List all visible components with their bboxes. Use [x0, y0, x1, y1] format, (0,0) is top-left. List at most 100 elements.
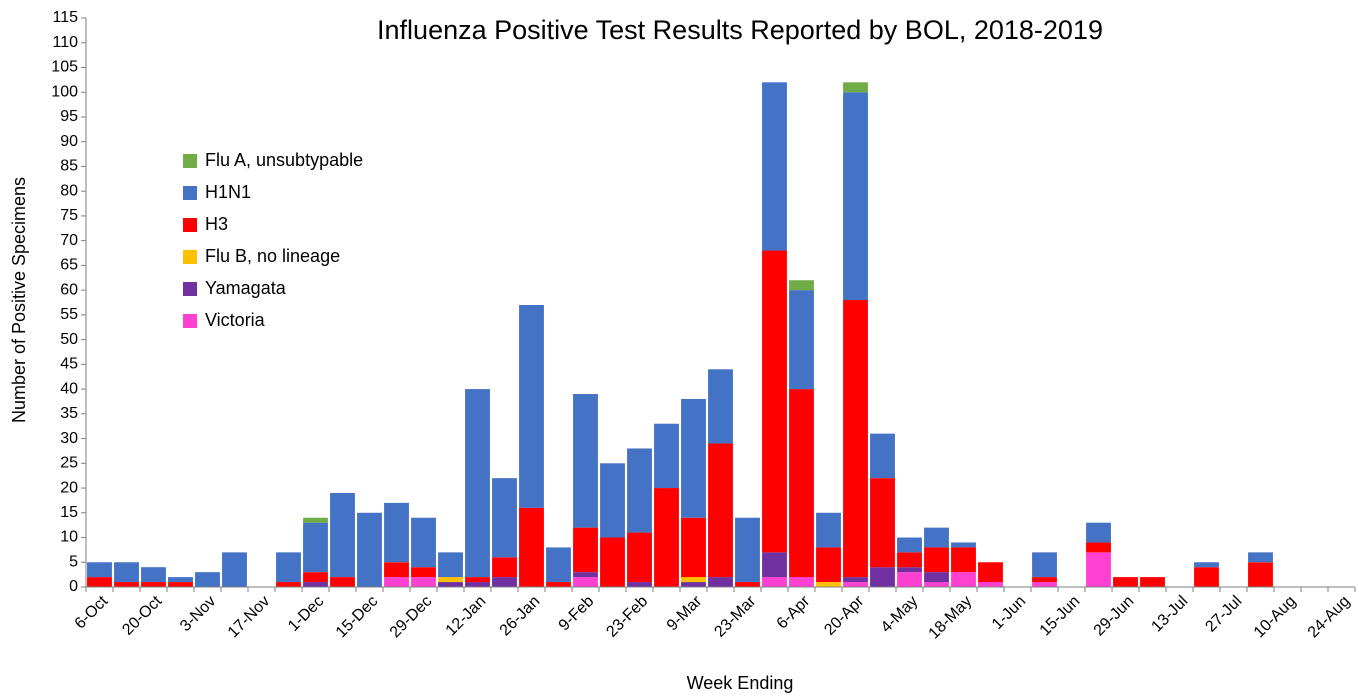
bar-segment	[114, 562, 139, 583]
bar-segment	[978, 562, 1003, 583]
x-tick-label: 4-May	[878, 593, 921, 636]
x-tick-label: 20-Oct	[119, 592, 165, 638]
bar-segment	[87, 577, 112, 587]
bar-segment	[573, 577, 598, 587]
legend-swatch	[183, 154, 197, 168]
bar-segment	[816, 512, 841, 548]
bar-segment	[951, 547, 976, 573]
bar-segment	[897, 572, 922, 587]
bar-segment	[708, 369, 733, 444]
y-tick-label: 70	[60, 232, 78, 249]
y-tick-label: 100	[51, 83, 78, 100]
bar-segment	[681, 577, 706, 583]
x-tick-label: 15-Dec	[333, 593, 382, 642]
y-tick-label: 80	[60, 182, 78, 199]
x-tick-label: 29-Dec	[387, 593, 436, 642]
bar-segment	[789, 290, 814, 390]
bar-segment	[384, 502, 409, 563]
bar-segment	[519, 507, 544, 587]
legend-swatch	[183, 282, 197, 296]
x-tick-label: 6-Oct	[72, 592, 112, 632]
x-tick-label: 26-Jan	[497, 593, 544, 640]
y-tick-label: 65	[60, 257, 78, 274]
bar-segment	[897, 537, 922, 553]
bar-segment	[492, 577, 517, 587]
bar-segment	[573, 572, 598, 578]
bar-segment	[897, 552, 922, 568]
legend-swatch	[183, 218, 197, 232]
y-tick-label: 25	[60, 455, 78, 472]
bar-segment	[1194, 562, 1219, 568]
bar-segment	[303, 517, 328, 523]
bar-segment	[411, 567, 436, 578]
bar-segment	[708, 577, 733, 587]
y-axis-label: Number of Positive Specimens	[9, 177, 29, 423]
bar-segment	[1032, 552, 1057, 578]
bar-segment	[303, 572, 328, 583]
bar-segment	[681, 517, 706, 578]
bar-segment	[141, 567, 166, 583]
bar-segment	[627, 448, 652, 533]
legend-label: Victoria	[205, 310, 266, 330]
y-tick-label: 110	[52, 34, 78, 51]
bar-segment	[708, 443, 733, 578]
bar-segment	[789, 389, 814, 578]
x-tick-label: 27-Jul	[1202, 593, 1245, 636]
bar-segment	[843, 582, 868, 587]
bar-segment	[87, 562, 112, 578]
bar-segment	[1086, 542, 1111, 553]
bar-segment	[492, 557, 517, 578]
bar-segment	[870, 478, 895, 568]
y-tick-label: 115	[52, 9, 78, 26]
x-tick-label: 10-Aug	[1251, 593, 1300, 642]
bar-segment	[1194, 567, 1219, 587]
bar-segment	[357, 512, 382, 587]
bar-segment	[465, 577, 490, 583]
bar-segment	[411, 517, 436, 568]
bar-segment	[276, 552, 301, 583]
x-tick-label: 9-Feb	[556, 593, 598, 635]
legend-swatch	[183, 314, 197, 328]
bar-segment	[978, 582, 1003, 587]
x-tick-label: 24-Aug	[1305, 593, 1354, 642]
y-tick-label: 60	[60, 281, 78, 298]
x-tick-label: 1-Jun	[989, 593, 1029, 633]
bar-segment	[735, 582, 760, 587]
bar-segment	[816, 547, 841, 583]
y-tick-label: 90	[60, 133, 78, 150]
bar-segment	[654, 488, 679, 587]
bar-segment	[762, 82, 787, 251]
bar-segment	[600, 463, 625, 538]
bar-segment	[843, 577, 868, 583]
bar-segment	[681, 582, 706, 587]
bar-segment	[627, 582, 652, 587]
bar-segment	[654, 423, 679, 489]
bar-segment	[438, 582, 463, 587]
y-tick-label: 0	[69, 578, 78, 595]
bar-segment	[114, 582, 139, 587]
y-tick-label: 10	[60, 529, 78, 546]
bar-segment	[222, 552, 247, 587]
x-tick-label: 12-Jan	[443, 593, 490, 640]
bar-segment	[465, 582, 490, 587]
bar-segment	[1140, 577, 1165, 587]
legend-label: Flu A, unsubtypable	[205, 150, 363, 170]
bar-segment	[1086, 552, 1111, 587]
x-tick-label: 20-Apr	[821, 592, 867, 638]
y-tick-label: 55	[60, 306, 78, 323]
x-tick-label: 6-Apr	[774, 592, 814, 632]
bar-segment	[924, 527, 949, 548]
bar-segment	[789, 577, 814, 587]
bar-segment	[627, 532, 652, 583]
bar-segment	[897, 567, 922, 573]
bar-segment	[843, 82, 868, 93]
bar-segment	[1248, 552, 1273, 563]
bar-segment	[168, 582, 193, 587]
bar-segment	[141, 582, 166, 587]
bar-segment	[1032, 577, 1057, 583]
bar-segment	[195, 572, 220, 587]
bar-segment	[1086, 522, 1111, 543]
bar-segment	[384, 562, 409, 578]
bar-segment	[168, 577, 193, 583]
